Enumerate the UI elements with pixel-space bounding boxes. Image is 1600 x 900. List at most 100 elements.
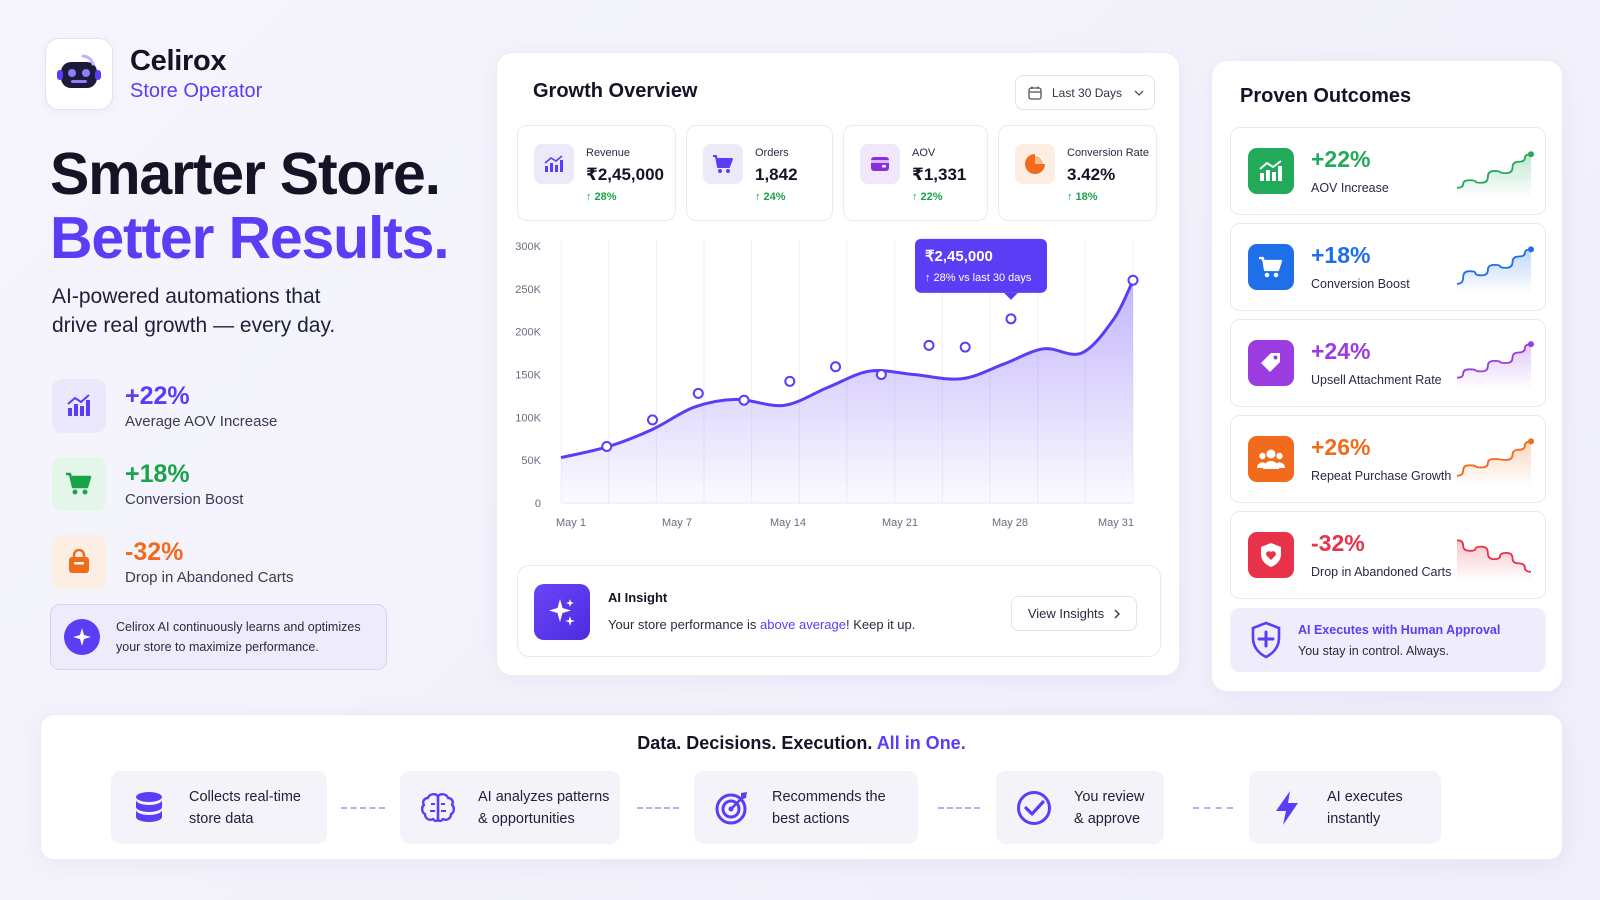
kpi-aov: AOV ₹1,331 ↑ 22% <box>843 125 988 221</box>
hero-title-line1: Smarter Store. <box>50 141 441 207</box>
view-insights-button[interactable]: View Insights <box>1011 596 1137 631</box>
cart-icon <box>52 457 106 511</box>
brand-subtitle: Store Operator <box>130 79 263 102</box>
kpi-change: ↑ 28% <box>586 191 617 203</box>
target-icon <box>714 790 750 826</box>
kpi-value: ₹2,45,000 <box>586 165 665 184</box>
sparkle-icon <box>534 584 590 640</box>
view-insights-label: View Insights <box>1027 606 1105 621</box>
pipeline-card: Data. Decisions. Execution. All in One. … <box>40 714 1563 860</box>
outcome-value: +26% <box>1311 434 1371 460</box>
step-line1: Recommends the <box>772 788 886 805</box>
insight-title: AI Insight <box>608 590 668 605</box>
outcome-label: Repeat Purchase Growth <box>1311 469 1452 483</box>
chart-point[interactable] <box>1127 274 1139 286</box>
chevron-down-icon <box>1134 90 1144 96</box>
ai-note: Celirox AI continuously learns and optim… <box>50 604 387 670</box>
kpi-label: Conversion Rate <box>1067 147 1149 159</box>
sparkline-area <box>1457 441 1531 486</box>
date-range-label: Last 30 Days <box>1052 85 1123 100</box>
brand-name: Celirox <box>130 44 227 77</box>
sparkline-line <box>1456 440 1532 477</box>
kpi-label: Revenue <box>586 147 631 159</box>
sparkline-end-point <box>1528 341 1534 348</box>
chart-point[interactable] <box>923 339 935 351</box>
chart-point[interactable] <box>784 375 796 387</box>
sparkline-end-point <box>1528 151 1534 158</box>
robot-logo-icon <box>45 38 113 110</box>
y-tick-label: 300K <box>515 241 541 253</box>
kpi-revenue: Revenue ₹2,45,000 ↑ 28% <box>517 125 676 221</box>
outcomes-list: +22% AOV Increase +18% Conversion Boost … <box>1230 127 1546 607</box>
outcomes-title: Proven Outcomes <box>1240 85 1412 107</box>
date-range-dropdown[interactable]: Last 30 Days <box>1015 75 1155 110</box>
chart-point[interactable] <box>647 414 659 426</box>
hero-title-line2: Better Results. <box>50 205 450 271</box>
outcome-sparkline <box>1456 539 1532 582</box>
outcome-item: +24% Upsell Attachment Rate <box>1230 319 1546 407</box>
stat-label: Average AOV Increase <box>125 413 278 430</box>
outcome-item: +22% AOV Increase <box>1230 127 1546 215</box>
stat-value: +22% <box>125 382 190 410</box>
human-approval-banner: AI Executes with Human Approval You stay… <box>1230 608 1546 672</box>
step-line1: AI executes <box>1327 788 1403 805</box>
step-line2: & approve <box>1074 810 1141 827</box>
check-circle-icon <box>1016 790 1052 826</box>
sparkline-line <box>1456 248 1532 285</box>
sparkline-area <box>1457 249 1531 294</box>
sparkline-area <box>1457 540 1531 582</box>
calendar-icon <box>1028 86 1042 100</box>
stat-abandoned: -32% Drop in Abandoned Carts <box>52 523 293 601</box>
insight-text-start: Your store performance is <box>608 617 760 632</box>
step-line2: & opportunities <box>478 810 575 827</box>
pipeline-title: Data. Decisions. Execution. All in One. <box>41 733 1562 754</box>
sparkline-area <box>1457 344 1531 390</box>
kpi-value: 1,842 <box>755 165 798 184</box>
kpi-change: ↑ 22% <box>912 191 943 203</box>
sparkline-end-point <box>1528 438 1534 445</box>
growth-chart-icon <box>1248 148 1294 194</box>
x-tick-label: May 31 <box>1098 517 1134 529</box>
stat-value: +18% <box>125 460 190 488</box>
chart-point[interactable] <box>692 387 704 399</box>
hero-subtitle-line1: AI-powered automations that <box>52 285 321 308</box>
stat-label: Drop in Abandoned Carts <box>125 569 294 586</box>
chart-point[interactable] <box>830 361 842 373</box>
step-line1: AI analyzes patterns <box>478 788 610 805</box>
chart-point[interactable] <box>738 394 750 406</box>
brand: Celirox Store Operator <box>45 38 262 110</box>
step-line1: Collects real-time <box>189 788 301 805</box>
growth-chart: 0 50K 100K 150K 200K 250K 300K May 1 May 7 May 1… <box>515 238 1139 529</box>
kpi-change: ↑ 24% <box>755 191 786 203</box>
shield-heart-icon <box>1248 532 1294 578</box>
tag-icon <box>1248 340 1294 386</box>
outcome-item: +18% Conversion Boost <box>1230 223 1546 311</box>
insight-text: Your store performance is above average!… <box>608 617 915 632</box>
pipeline-step-recommend: Recommends the best actions <box>694 771 918 844</box>
outcome-sparkline <box>1456 246 1534 294</box>
pipeline-step-execute: AI executes instantly <box>1249 771 1441 844</box>
approval-subtitle: You stay in control. Always. <box>1298 644 1450 658</box>
kpi-change: ↑ 18% <box>1067 191 1098 203</box>
kpi-value: ₹1,331 <box>912 165 967 184</box>
chart-point[interactable] <box>875 369 887 380</box>
pipeline-title-highlight: All in One. <box>876 733 966 753</box>
hero-subtitle: AI-powered automations that drive real g… <box>52 282 372 340</box>
users-icon <box>1248 436 1294 482</box>
brain-icon <box>420 792 456 824</box>
chart-point[interactable] <box>601 440 613 452</box>
bag-icon <box>52 535 106 589</box>
chart-point[interactable] <box>1005 313 1017 325</box>
proven-outcomes-card: Proven Outcomes +22% AOV Increase +18% C… <box>1211 60 1563 692</box>
growth-title: Growth Overview <box>533 80 698 102</box>
chart-point[interactable] <box>959 341 971 353</box>
step-line2: best actions <box>772 810 850 827</box>
outcome-sparkline <box>1456 438 1534 486</box>
chart-tooltip: ₹2,45,000 ↑ 28% vs last 30 days <box>914 238 1047 300</box>
stat-label: Conversion Boost <box>125 491 244 508</box>
hero-title: Smarter Store. Better Results. <box>50 141 450 271</box>
outcome-value: +24% <box>1311 338 1371 364</box>
kpi-label: Orders <box>755 147 789 159</box>
sparkle-icon <box>64 619 100 655</box>
y-tick-label: 150K <box>515 370 541 382</box>
